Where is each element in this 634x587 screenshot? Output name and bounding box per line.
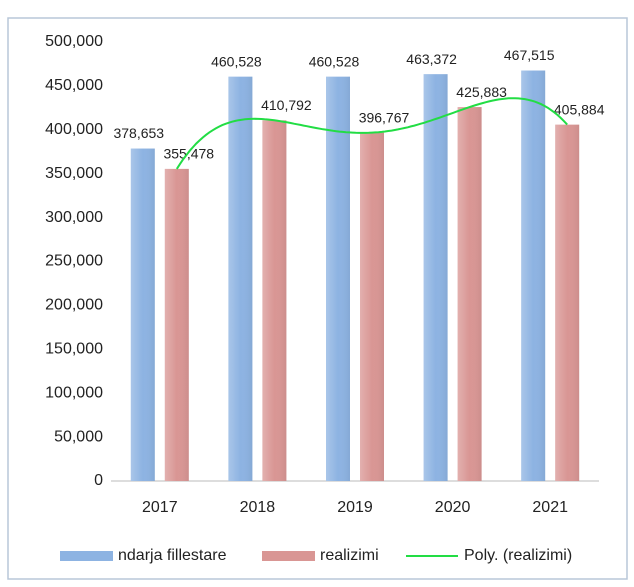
bar-shade [555,124,580,481]
bar-shade [360,132,384,481]
data-label: 460,528 [211,53,262,69]
data-label: 460,528 [309,53,360,69]
y-tick-label: 250,000 [45,253,103,270]
data-label: 425,883 [456,84,507,100]
bar-shade [262,120,287,482]
legend-label: realizimi [320,547,379,564]
bar-shade [423,74,448,481]
legend-label: Poly. (realizimi) [464,547,572,564]
x-tick-label: 2021 [532,499,568,516]
y-tick-label: 500,000 [45,33,103,50]
x-tick-label: 2018 [240,499,276,516]
y-tick-label: 450,000 [45,77,103,94]
bar-shade [130,148,155,481]
legend-swatch [60,551,113,561]
x-tick-label: 2019 [337,499,373,516]
y-tick-label: 300,000 [45,209,103,226]
data-label: 355,478 [163,146,214,162]
x-tick-label: 2017 [142,499,178,516]
y-tick-label: 200,000 [45,297,103,314]
bar-shade [457,107,482,482]
y-tick-label: 50,000 [54,428,103,445]
y-tick-label: 150,000 [45,341,103,358]
data-label: 378,653 [113,125,164,141]
bar-shade [326,76,350,481]
legend-label: ndarja fillestare [118,547,227,564]
data-label: 396,767 [359,109,410,125]
data-label: 463,372 [406,51,457,67]
trendline [175,97,568,170]
data-label: 467,515 [504,47,555,63]
x-tick-label: 2020 [435,499,471,516]
bar-shade [164,168,189,481]
y-tick-label: 350,000 [45,165,103,182]
y-tick-label: 100,000 [45,384,103,401]
data-label: 405,884 [554,101,605,117]
y-tick-label: 0 [94,472,103,489]
y-tick-label: 400,000 [45,121,103,138]
bar-shade [228,76,253,481]
data-label: 410,792 [261,97,312,113]
legend-swatch [262,551,315,561]
bar-shade [521,70,546,482]
